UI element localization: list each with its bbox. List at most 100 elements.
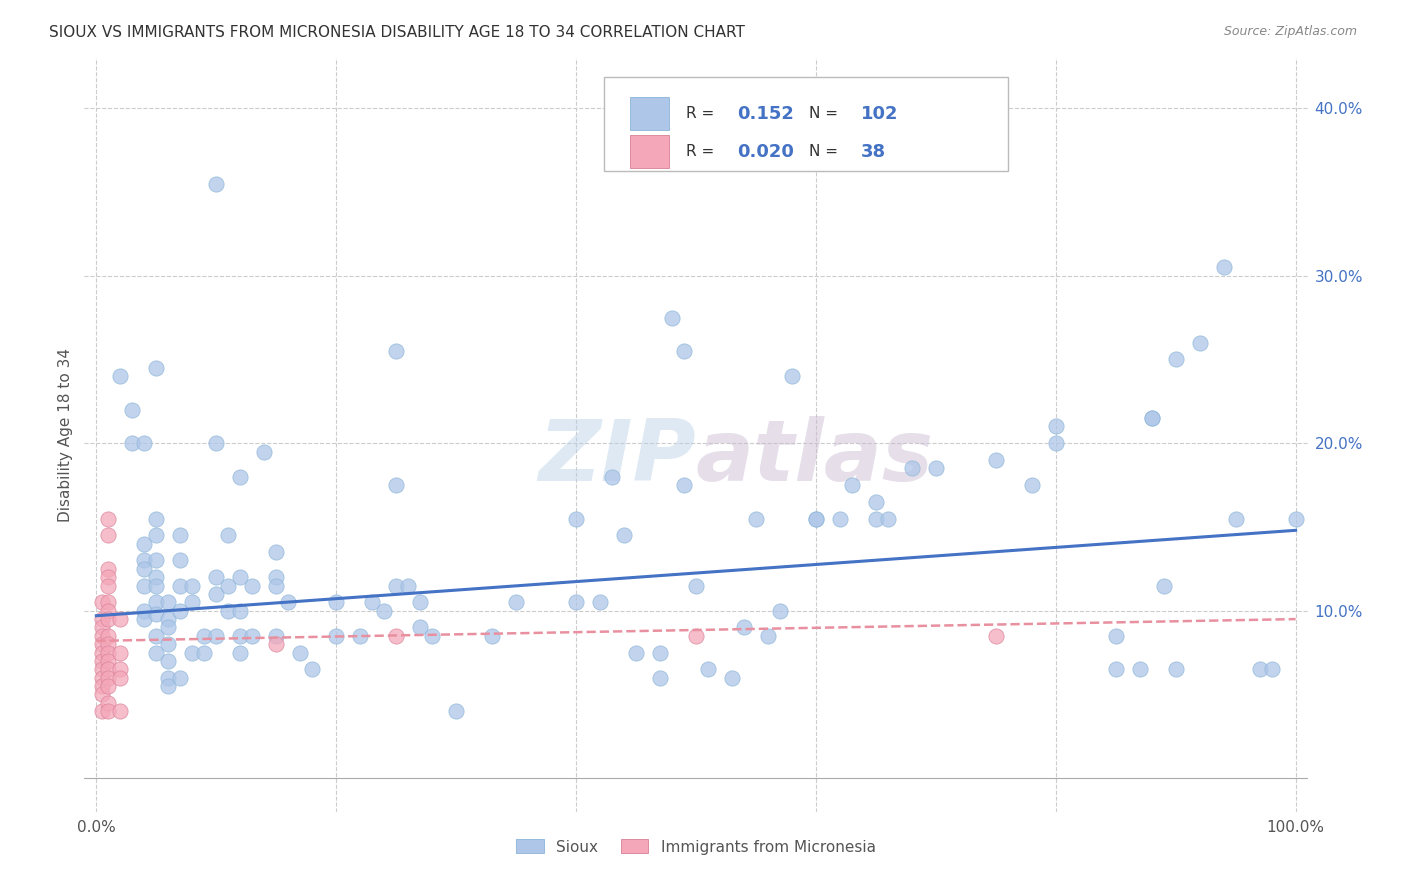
Point bbox=[145, 528, 167, 542]
Text: N =: N = bbox=[808, 145, 838, 159]
Point bbox=[373, 604, 395, 618]
Point bbox=[193, 646, 215, 660]
Point bbox=[984, 629, 1007, 643]
Point bbox=[97, 696, 120, 710]
FancyBboxPatch shape bbox=[605, 77, 1008, 171]
Point bbox=[145, 646, 167, 660]
Point bbox=[217, 604, 239, 618]
Point bbox=[600, 469, 623, 483]
Point bbox=[134, 562, 156, 576]
Point bbox=[205, 436, 228, 450]
Point bbox=[264, 578, 287, 592]
Point bbox=[169, 578, 191, 592]
Point bbox=[240, 629, 263, 643]
Point bbox=[97, 671, 120, 685]
Point bbox=[325, 595, 347, 609]
Point bbox=[181, 578, 204, 592]
Point bbox=[91, 595, 114, 609]
Text: SIOUX VS IMMIGRANTS FROM MICRONESIA DISABILITY AGE 18 TO 34 CORRELATION CHART: SIOUX VS IMMIGRANTS FROM MICRONESIA DISA… bbox=[49, 25, 745, 40]
Text: 102: 102 bbox=[860, 104, 898, 122]
Point bbox=[217, 578, 239, 592]
Point bbox=[97, 679, 120, 693]
Point bbox=[229, 646, 252, 660]
Point bbox=[91, 620, 114, 634]
Point bbox=[157, 679, 180, 693]
Point bbox=[1260, 662, 1282, 676]
Point bbox=[841, 478, 863, 492]
Bar bbox=[630, 136, 669, 168]
Point bbox=[420, 629, 443, 643]
Point bbox=[648, 646, 671, 660]
Point bbox=[409, 620, 432, 634]
Point bbox=[565, 511, 588, 525]
Point bbox=[624, 646, 647, 660]
Point bbox=[828, 511, 851, 525]
Point bbox=[229, 469, 252, 483]
Point bbox=[134, 578, 156, 592]
Point bbox=[205, 570, 228, 584]
Point bbox=[1212, 260, 1234, 275]
Point bbox=[385, 478, 408, 492]
Point bbox=[121, 402, 143, 417]
Text: atlas: atlas bbox=[696, 416, 934, 499]
Point bbox=[110, 612, 132, 626]
Point bbox=[205, 629, 228, 643]
Point bbox=[145, 360, 167, 375]
Point bbox=[865, 495, 887, 509]
Point bbox=[157, 612, 180, 626]
Text: Source: ZipAtlas.com: Source: ZipAtlas.com bbox=[1223, 25, 1357, 38]
Point bbox=[1164, 662, 1187, 676]
Point bbox=[385, 629, 408, 643]
Point bbox=[157, 595, 180, 609]
Point bbox=[325, 629, 347, 643]
Point bbox=[1284, 511, 1306, 525]
Point bbox=[181, 646, 204, 660]
Point bbox=[97, 511, 120, 525]
Point bbox=[804, 511, 827, 525]
Point bbox=[97, 646, 120, 660]
Point bbox=[733, 620, 755, 634]
Point bbox=[110, 704, 132, 718]
Point bbox=[1129, 662, 1152, 676]
Point bbox=[1021, 478, 1043, 492]
Point bbox=[91, 612, 114, 626]
Point bbox=[169, 604, 191, 618]
Point bbox=[97, 595, 120, 609]
Point bbox=[97, 654, 120, 668]
Point bbox=[481, 629, 503, 643]
Point bbox=[91, 629, 114, 643]
Point bbox=[264, 545, 287, 559]
Point bbox=[145, 570, 167, 584]
Point bbox=[780, 369, 803, 384]
Point bbox=[97, 562, 120, 576]
Point bbox=[91, 688, 114, 702]
Point bbox=[277, 595, 299, 609]
Point bbox=[613, 528, 636, 542]
Point bbox=[205, 587, 228, 601]
Point bbox=[301, 662, 323, 676]
Point bbox=[134, 553, 156, 567]
Point bbox=[97, 629, 120, 643]
Point bbox=[97, 662, 120, 676]
Point bbox=[97, 578, 120, 592]
Text: 38: 38 bbox=[860, 143, 886, 161]
Point bbox=[1045, 419, 1067, 434]
Point bbox=[385, 344, 408, 359]
Point bbox=[1164, 352, 1187, 367]
Text: R =: R = bbox=[686, 106, 714, 121]
Point bbox=[745, 511, 768, 525]
Point bbox=[264, 637, 287, 651]
Point bbox=[661, 310, 683, 325]
Point bbox=[290, 646, 312, 660]
Point bbox=[217, 528, 239, 542]
Point bbox=[169, 553, 191, 567]
Point bbox=[91, 679, 114, 693]
Point bbox=[648, 671, 671, 685]
Point bbox=[1188, 335, 1211, 350]
Point bbox=[756, 629, 779, 643]
Point bbox=[925, 461, 948, 475]
Point bbox=[804, 511, 827, 525]
Point bbox=[110, 671, 132, 685]
Point bbox=[253, 444, 276, 458]
Point bbox=[181, 595, 204, 609]
